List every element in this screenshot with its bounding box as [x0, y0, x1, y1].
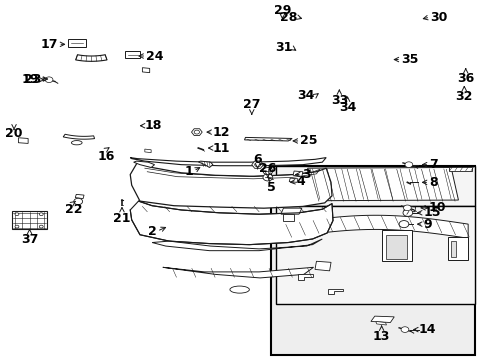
Polygon shape: [130, 162, 331, 208]
Text: 30: 30: [429, 10, 447, 23]
Polygon shape: [307, 167, 458, 201]
Circle shape: [398, 221, 408, 228]
Ellipse shape: [229, 286, 249, 293]
Polygon shape: [327, 288, 342, 294]
Text: 7: 7: [428, 158, 437, 171]
Ellipse shape: [71, 141, 82, 145]
Text: 8: 8: [428, 176, 437, 189]
Text: 36: 36: [456, 72, 473, 85]
Text: 37: 37: [21, 233, 38, 246]
Circle shape: [400, 327, 408, 332]
Bar: [276, 206, 474, 304]
Text: 10: 10: [427, 201, 445, 214]
Text: 27: 27: [243, 98, 260, 111]
Polygon shape: [244, 138, 291, 141]
Text: 21: 21: [113, 212, 130, 225]
Bar: [385, 235, 406, 259]
Polygon shape: [130, 201, 332, 245]
Text: 17: 17: [41, 38, 58, 51]
Bar: [276, 166, 474, 206]
Bar: [68, 39, 85, 47]
Polygon shape: [251, 161, 263, 168]
Text: 16: 16: [97, 150, 114, 163]
Polygon shape: [448, 167, 471, 171]
Text: 25: 25: [300, 134, 317, 148]
Text: 14: 14: [418, 323, 435, 336]
Text: 34: 34: [297, 90, 314, 103]
Bar: [447, 237, 467, 260]
Polygon shape: [198, 161, 212, 167]
Polygon shape: [152, 239, 322, 251]
Circle shape: [254, 162, 260, 167]
Bar: [271, 166, 474, 355]
Text: 15: 15: [423, 206, 440, 219]
Text: 11: 11: [212, 141, 230, 154]
Circle shape: [403, 205, 410, 211]
Polygon shape: [144, 149, 151, 153]
Text: 28: 28: [279, 10, 296, 23]
Polygon shape: [19, 138, 28, 143]
Polygon shape: [370, 316, 393, 323]
Text: 20: 20: [5, 127, 23, 140]
Circle shape: [263, 167, 272, 175]
Polygon shape: [288, 178, 297, 183]
Circle shape: [39, 225, 43, 228]
Polygon shape: [297, 274, 312, 280]
Bar: [450, 242, 456, 257]
Polygon shape: [403, 206, 415, 212]
Text: 4: 4: [296, 175, 305, 188]
Polygon shape: [375, 321, 386, 325]
Text: 33: 33: [330, 94, 347, 107]
Polygon shape: [76, 55, 107, 61]
Polygon shape: [142, 68, 149, 73]
Text: 18: 18: [144, 119, 162, 132]
Polygon shape: [75, 194, 84, 199]
Polygon shape: [133, 161, 154, 167]
Text: 5: 5: [266, 181, 275, 194]
Circle shape: [194, 130, 199, 134]
Text: 9: 9: [423, 217, 431, 231]
Text: 13: 13: [372, 330, 389, 343]
Bar: [125, 51, 140, 58]
Polygon shape: [283, 215, 467, 238]
Polygon shape: [163, 267, 313, 278]
Text: 12: 12: [212, 126, 230, 139]
Text: 24: 24: [146, 50, 163, 63]
Text: 1: 1: [184, 165, 193, 177]
Text: 35: 35: [400, 53, 418, 66]
Circle shape: [74, 198, 82, 204]
Text: 6: 6: [253, 153, 262, 166]
Text: 19: 19: [22, 73, 39, 86]
Bar: [381, 230, 411, 261]
Text: 2: 2: [148, 225, 157, 238]
Text: 32: 32: [455, 90, 472, 103]
Text: 22: 22: [64, 203, 82, 216]
Bar: [12, 211, 47, 229]
Circle shape: [15, 225, 19, 228]
Text: 26: 26: [259, 162, 276, 175]
Text: 23: 23: [24, 72, 41, 86]
Circle shape: [15, 213, 19, 216]
Polygon shape: [191, 129, 202, 135]
Circle shape: [39, 213, 43, 216]
Circle shape: [263, 174, 272, 181]
Text: 34: 34: [338, 101, 356, 114]
Circle shape: [402, 209, 412, 216]
Circle shape: [45, 77, 53, 82]
Circle shape: [404, 162, 412, 167]
Polygon shape: [292, 171, 302, 176]
Text: 3: 3: [301, 168, 310, 181]
Polygon shape: [130, 158, 325, 166]
Polygon shape: [314, 261, 330, 271]
Polygon shape: [63, 134, 94, 139]
Polygon shape: [281, 208, 301, 214]
Polygon shape: [283, 214, 293, 221]
Text: 31: 31: [274, 41, 291, 54]
Text: 29: 29: [273, 4, 290, 17]
